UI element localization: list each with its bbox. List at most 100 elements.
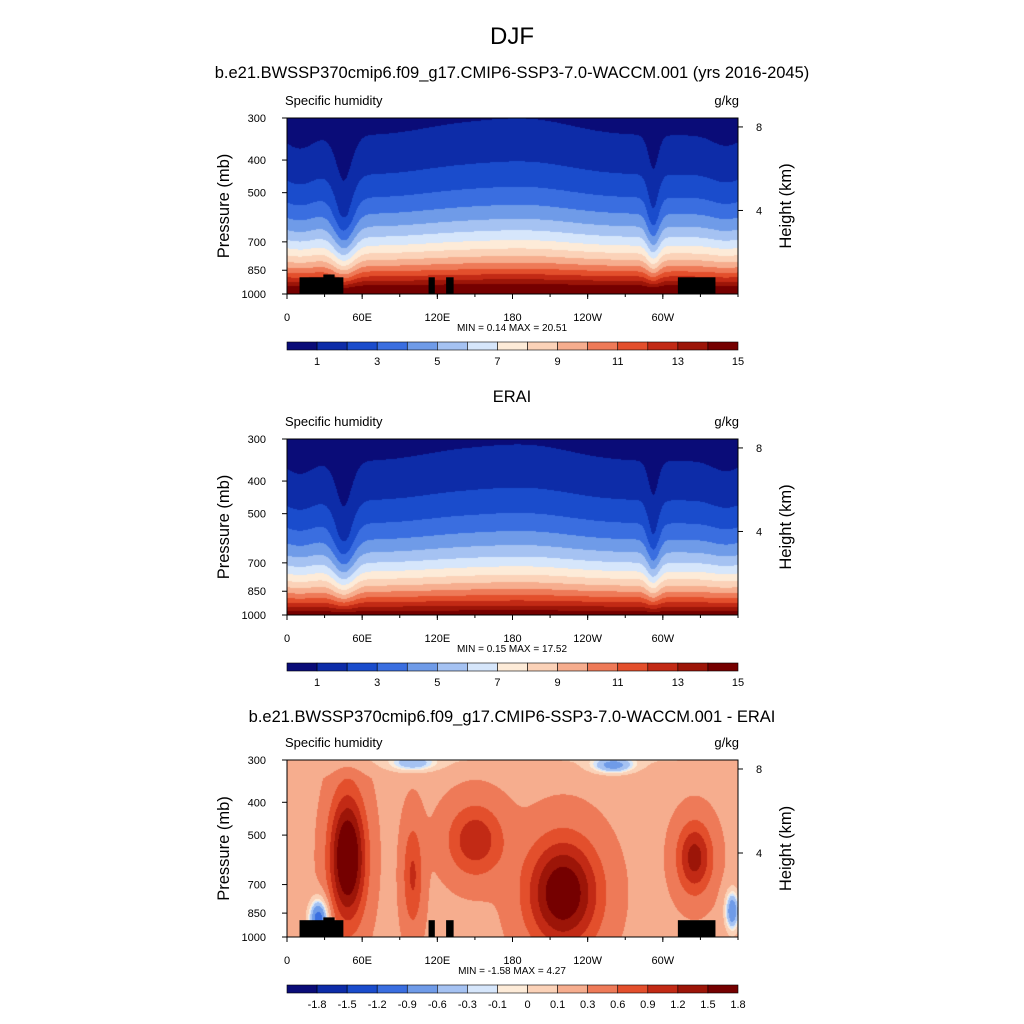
- colorbar-box: [437, 662, 468, 672]
- colorbar-box: [406, 984, 438, 994]
- panel-1: b.e21.BWSSP370cmip6.f09_g17.CMIP6-SSP3-7…: [215, 64, 810, 368]
- panel-title: b.e21.BWSSP370cmip6.f09_g17.CMIP6-SSP3-7…: [215, 64, 810, 82]
- colorbar-box: [346, 984, 378, 994]
- terrain-block: [428, 920, 435, 937]
- panel-units-label: g/kg: [714, 93, 739, 108]
- x-tick-label: 0: [284, 312, 290, 324]
- colorbar-box: [467, 662, 498, 672]
- colorbar-box: [587, 984, 619, 994]
- stats-label: MIN = -1.58 MAX = 4.27: [458, 966, 566, 977]
- colorbar-box: [316, 341, 348, 351]
- colorbar-box: [647, 662, 679, 672]
- panel-variable-label: Specific humidity: [285, 735, 383, 750]
- colorbar-box: [497, 984, 528, 994]
- colorbar-box: [376, 984, 408, 994]
- colorbar-label: 5: [434, 677, 440, 689]
- colorbar-label: 0.1: [550, 999, 565, 1011]
- x-tick-label: 120W: [573, 312, 602, 324]
- terrain-block: [299, 277, 328, 294]
- colorbar-box: [316, 984, 348, 994]
- x-tick-label: 60W: [652, 633, 675, 645]
- y-tick-label: 700: [248, 558, 266, 570]
- x-tick-label: 120W: [573, 633, 602, 645]
- colorbar-box: [346, 341, 378, 351]
- panel-title: ERAI: [493, 388, 532, 406]
- y-right-tick-label: 4: [756, 848, 762, 860]
- colorbar-box: [286, 984, 318, 994]
- y-axis-title: Pressure (mb): [215, 796, 233, 901]
- heatmap-field: [287, 439, 738, 615]
- x-tick-label: 180: [503, 633, 521, 645]
- colorbar-box: [527, 984, 558, 994]
- colorbar-label: 1.5: [700, 999, 715, 1011]
- colorbar-label: 1.8: [730, 999, 745, 1011]
- colorbar-label: -0.1: [488, 999, 507, 1011]
- colorbar-box: [527, 341, 558, 351]
- colorbar-label: 0: [524, 999, 530, 1011]
- colorbar-box: [497, 662, 528, 672]
- colorbar-box: [467, 984, 498, 994]
- colorbar-box: [376, 341, 408, 351]
- y-tick-label: 300: [248, 434, 266, 446]
- y-right-tick-label: 4: [756, 205, 762, 217]
- colorbar-box: [557, 341, 588, 351]
- colorbar-box: [406, 341, 438, 351]
- colorbar-label: 15: [732, 677, 744, 689]
- heatmap-field: [287, 760, 738, 937]
- x-tick-label: 180: [503, 955, 521, 967]
- colorbar-label: 0.6: [610, 999, 625, 1011]
- colorbar-label: -0.9: [398, 999, 417, 1011]
- colorbar-box: [647, 984, 679, 994]
- colorbar-box: [437, 984, 468, 994]
- y-right-tick-label: 4: [756, 526, 762, 538]
- y-tick-label: 850: [248, 908, 266, 920]
- x-tick-label: 120W: [573, 955, 602, 967]
- y-tick-label: 500: [248, 509, 266, 521]
- panel-units-label: g/kg: [714, 735, 739, 750]
- x-tick-label: 0: [284, 955, 290, 967]
- terrain-block: [428, 277, 435, 294]
- colorbar-label: 1: [314, 677, 320, 689]
- y-axis-right-title: Height (km): [777, 806, 795, 891]
- colorbar-label: 7: [494, 677, 500, 689]
- y-right-tick-label: 8: [756, 443, 762, 455]
- x-tick-label: 180: [503, 312, 521, 324]
- y-tick-label: 1000: [242, 932, 266, 944]
- colorbar-label: -0.6: [428, 999, 447, 1011]
- colorbar-box: [587, 341, 619, 351]
- colorbar-box: [437, 341, 468, 351]
- colorbar-box: [497, 341, 528, 351]
- panel-units-label: g/kg: [714, 414, 739, 429]
- colorbar-box: [527, 662, 558, 672]
- terrain-block: [328, 277, 344, 294]
- colorbar-box: [707, 662, 739, 672]
- colorbar-box: [286, 341, 318, 351]
- y-tick-label: 700: [248, 880, 266, 892]
- stats-label: MIN = 0.15 MAX = 17.52: [457, 644, 567, 655]
- colorbar-label: 11: [612, 677, 623, 689]
- y-axis-title: Pressure (mb): [215, 154, 233, 259]
- colorbar-box: [707, 341, 739, 351]
- colorbar-box: [587, 662, 619, 672]
- panel-variable-label: Specific humidity: [285, 93, 383, 108]
- panel-3: b.e21.BWSSP370cmip6.f09_g17.CMIP6-SSP3-7…: [215, 708, 795, 1011]
- colorbar-label: 13: [672, 356, 684, 368]
- terrain-block: [299, 920, 328, 937]
- x-tick-label: 120E: [424, 633, 450, 645]
- y-right-tick-label: 8: [756, 764, 762, 776]
- colorbar-box: [617, 984, 649, 994]
- colorbar-label: 5: [434, 356, 440, 368]
- y-tick-label: 400: [248, 476, 266, 488]
- y-tick-label: 500: [248, 188, 266, 200]
- colorbar-label: 0.9: [640, 999, 655, 1011]
- colorbar-label: -1.8: [308, 999, 327, 1011]
- colorbar-box: [557, 662, 588, 672]
- y-tick-label: 850: [248, 265, 266, 277]
- colorbar-box: [557, 984, 588, 994]
- x-tick-label: 60E: [352, 312, 372, 324]
- y-axis-title: Pressure (mb): [215, 475, 233, 580]
- terrain-block: [677, 277, 716, 294]
- x-tick-label: 120E: [424, 955, 450, 967]
- x-tick-label: 60E: [352, 633, 372, 645]
